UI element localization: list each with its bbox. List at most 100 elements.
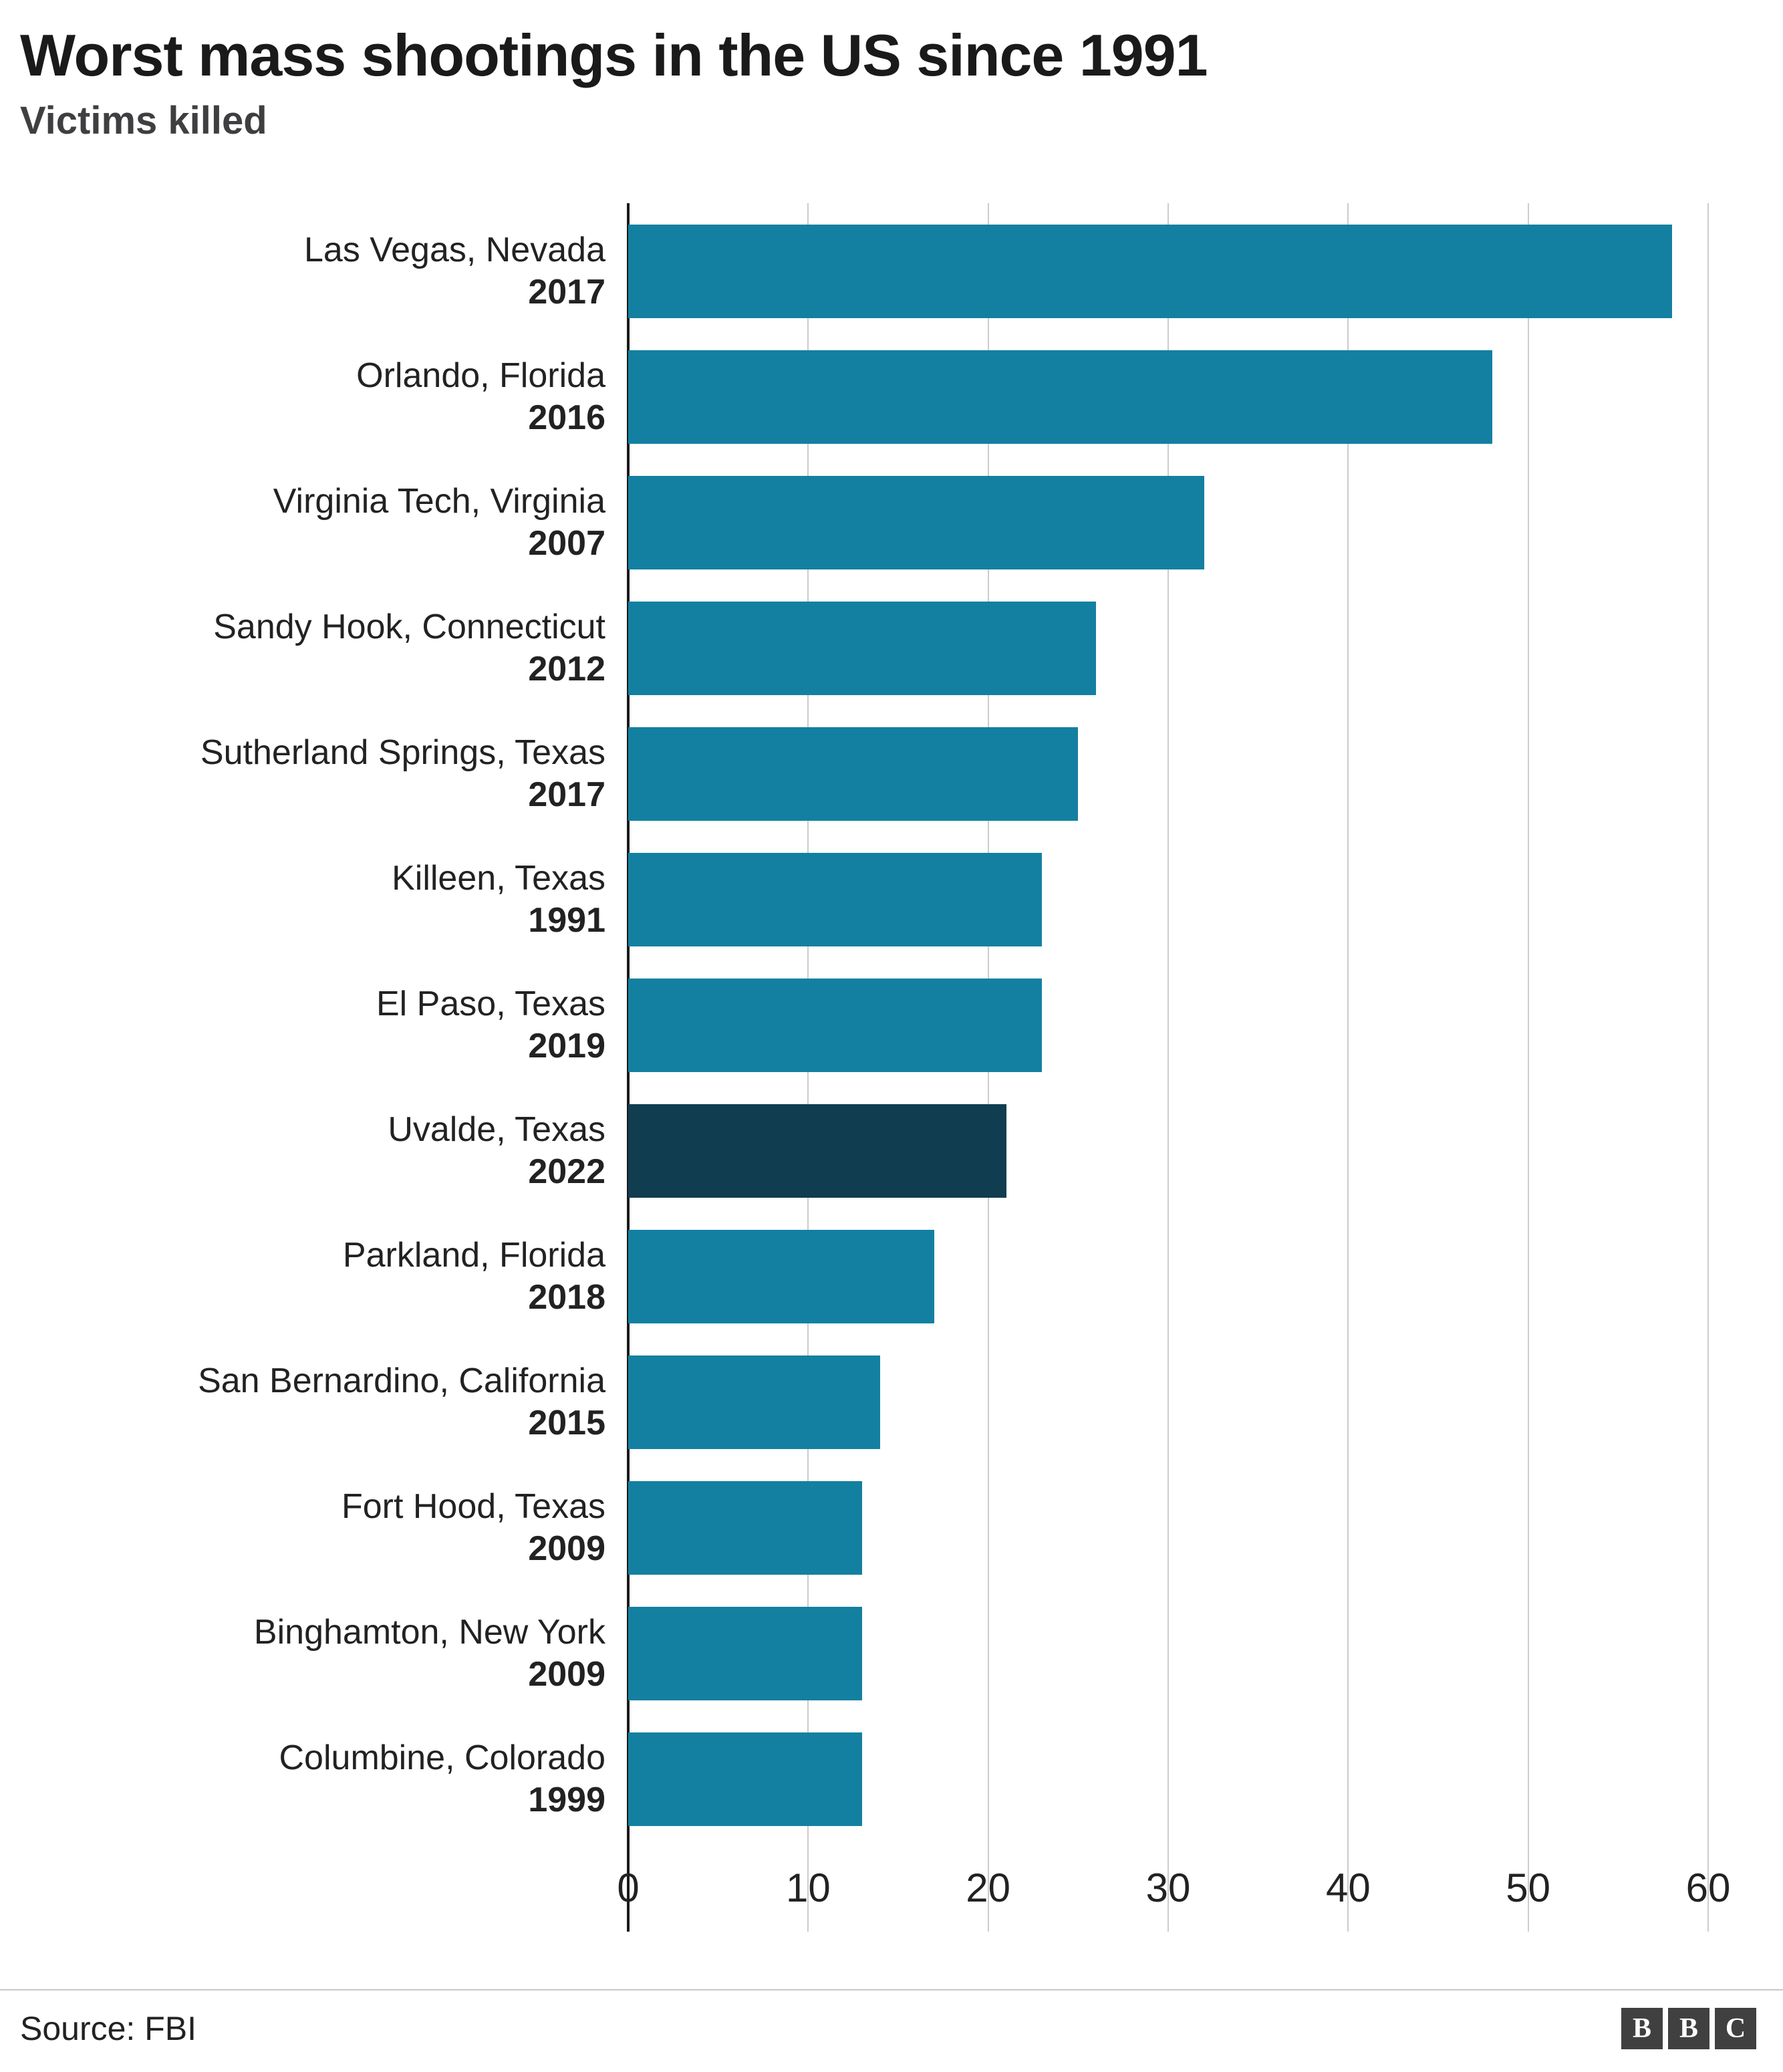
gridline [1527,203,1529,1932]
bbc-logo-block: C [1715,2008,1756,2049]
axis-tick-label: 10 [785,1865,831,1911]
gridline [1707,203,1709,1932]
bar-track [628,225,1708,319]
bbc-logo-block: B [1621,2008,1663,2049]
axis-tick-label: 30 [1145,1865,1191,1911]
bar-label-location: El Paso, Texas [376,984,605,1023]
bar-label-year: 2018 [528,1278,605,1317]
chart-page: Worst mass shootings in the US since 199… [20,22,1746,1932]
bar-label-year: 2009 [528,1655,605,1694]
bar [628,1355,881,1450]
bar-label-location: Orlando, Florida [356,356,605,395]
bar-label-year: 2019 [528,1027,605,1066]
gridline [1168,203,1169,1932]
bar-chart: Las Vegas, Nevada 2017 Orlando, Florida 201… [20,203,1746,1932]
axis-tick-label: 60 [1685,1865,1731,1911]
bar-label-location: Binghamton, New York [253,1612,605,1652]
bar-row: Sandy Hook, Connecticut 2012 [20,586,1746,711]
bar-label-year: 1991 [528,901,605,940]
bar-label-year: 2017 [528,775,605,815]
bar-label-location: Sutherland Springs, Texas [200,733,605,772]
bar-track [628,979,1708,1073]
bar-label-location: Columbine, Colorado [279,1738,606,1777]
bar-label-location: Las Vegas, Nevada [304,230,605,269]
bar-row: Virginia Tech, Virginia 2007 [20,460,1746,586]
bar-label: Binghamton, New York 2009 [20,1611,628,1696]
bar [628,853,1043,947]
source-label: Source: FBI [20,2010,196,2047]
bar-label-location: San Bernardino, California [198,1361,605,1400]
bar-label: Sutherland Springs, Texas 2017 [20,732,628,817]
bar-label: Sandy Hook, Connecticut 2012 [20,606,628,691]
bar [628,350,1492,444]
gridline [1347,203,1349,1932]
bar-track [628,1607,1708,1701]
bar-label-year: 2009 [528,1529,605,1569]
bar-label: Uvalde, Texas 2022 [20,1109,628,1194]
bar [628,1481,863,1575]
bar-row: Fort Hood, Texas 2009 [20,1465,1746,1591]
bar-rows: Las Vegas, Nevada 2017 Orlando, Florida 201… [20,209,1746,1842]
bar-track [628,853,1708,947]
bar-label: Virginia Tech, Virginia 2007 [20,481,628,565]
bar [628,225,1673,319]
bar-row: Orlando, Florida 2016 [20,334,1746,460]
bar [628,602,1097,696]
bar-track [628,1104,1708,1198]
bar-track [628,727,1708,821]
bar [628,476,1204,570]
bar-track [628,1481,1708,1575]
bar-row: San Bernardino, California 2015 [20,1339,1746,1465]
bar-track [628,602,1708,696]
bar [628,1607,863,1701]
bar-track [628,1732,1708,1827]
axis-tick-label: 0 [617,1865,640,1911]
bar [628,979,1043,1073]
bar [628,1230,934,1324]
bar-label: Parkland, Florida 2018 [20,1235,628,1319]
bar-row: Parkland, Florida 2018 [20,1214,1746,1339]
bar-label: Fort Hood, Texas 2009 [20,1486,628,1571]
bar-label-location: Virginia Tech, Virginia [273,481,605,521]
bar-label: San Bernardino, California 2015 [20,1360,628,1445]
bar-label-year: 2016 [528,398,605,438]
bar [628,1104,1006,1198]
bar-row: Killeen, Texas 1991 [20,837,1746,962]
bar-label-year: 2022 [528,1152,605,1192]
bar-row: Sutherland Springs, Texas 2017 [20,711,1746,837]
bar-label-year: 2015 [528,1404,605,1443]
bar-label-year: 2017 [528,273,605,312]
bar-label-year: 1999 [528,1781,605,1820]
bar-label-year: 2012 [528,650,605,689]
bar-label-location: Uvalde, Texas [388,1110,605,1149]
bar-label: Columbine, Colorado 1999 [20,1737,628,1822]
bar [628,1732,863,1827]
bar-track [628,1355,1708,1450]
chart-subtitle: Victims killed [20,98,267,142]
bar-row: Las Vegas, Nevada 2017 [20,209,1746,334]
bar-label: Las Vegas, Nevada 2017 [20,229,628,314]
bar-label-location: Sandy Hook, Connecticut [213,607,605,646]
bar-row: Columbine, Colorado 1999 [20,1716,1746,1842]
bar-label-location: Killeen, Texas [392,858,605,898]
axis-tick-label: 40 [1325,1865,1371,1911]
bar-label: El Paso, Texas 2019 [20,983,628,1068]
bar-track [628,476,1708,570]
bar-row: Uvalde, Texas 2022 [20,1088,1746,1214]
bar-label: Killeen, Texas 1991 [20,858,628,942]
bbc-logo-block: B [1668,2008,1709,2049]
bar-label-location: Fort Hood, Texas [341,1486,605,1526]
bar-label-location: Parkland, Florida [342,1235,605,1275]
bar [628,727,1079,821]
bar-track [628,1230,1708,1324]
bar-track [628,350,1708,444]
bar-row: El Paso, Texas 2019 [20,962,1746,1088]
x-axis: 0 10 20 30 40 50 60 [617,1865,1730,1932]
bar-label-year: 2007 [528,524,605,563]
bar-label: Orlando, Florida 2016 [20,355,628,440]
bar-row: Binghamton, New York 2009 [20,1591,1746,1716]
axis-tick-label: 50 [1506,1865,1551,1911]
axis-tick-label: 20 [966,1865,1011,1911]
chart-title: Worst mass shootings in the US since 199… [20,22,1208,88]
